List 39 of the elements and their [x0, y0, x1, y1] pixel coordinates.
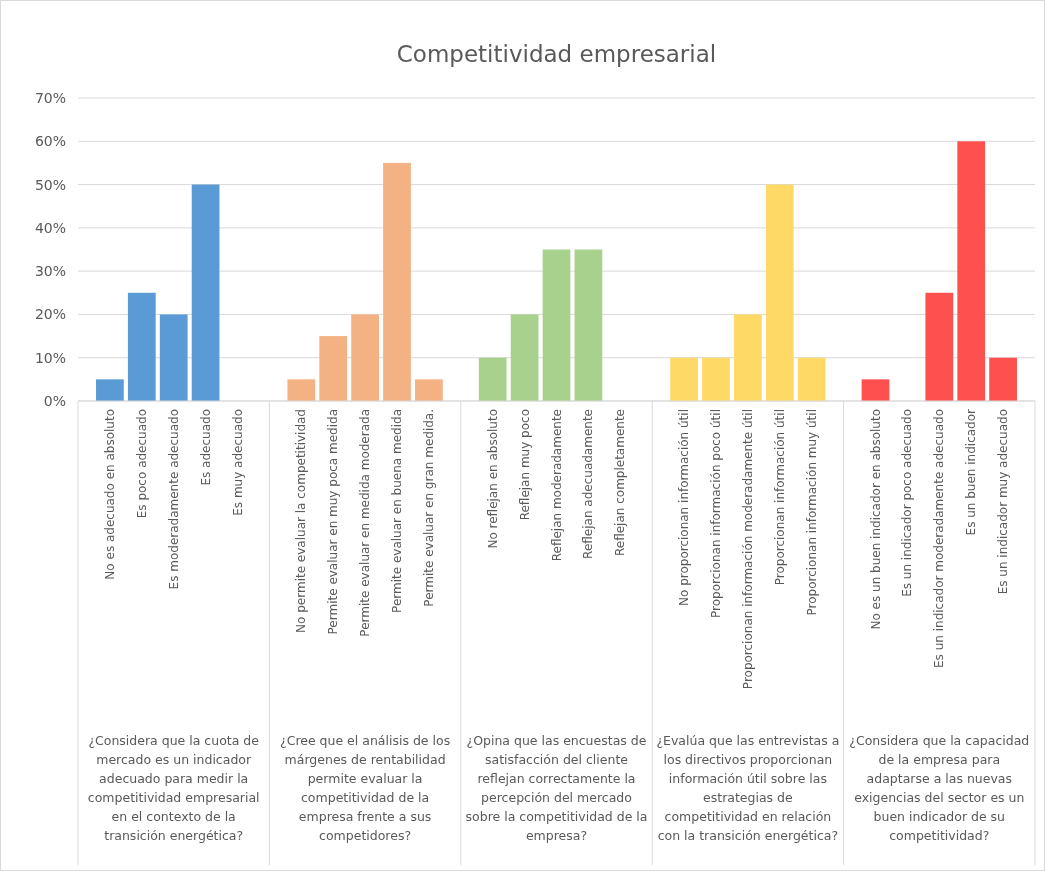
text: ¿Cree que el análisis de los márgenes de rentabilidad permite evaluar la competitividad de la empresa frente a sus competidores? — [280, 733, 451, 843]
text: ¿Evalúa que las entrevistas a los directivos proporcionan información útil sobre las estrategias de competitividad en relación con la transición energética? — [656, 733, 840, 843]
x-tick-label: Permite evaluar en medida moderada — [358, 409, 373, 637]
y-tick-label: 60% — [34, 133, 66, 150]
y-tick-label: 10% — [34, 349, 66, 366]
x-tick-label: No permite evaluar la competitividad — [294, 409, 309, 633]
y-tick-label: 20% — [34, 306, 66, 323]
x-tick-label: No reflejan en absoluto — [485, 409, 500, 549]
x-tick-label: Reflejan moderadamente — [549, 409, 564, 562]
x-tick-label: Permite evaluar en muy poca medida — [326, 409, 341, 635]
x-tick-label: Reflejan adecuadamente — [581, 409, 596, 559]
x-tick-label: Permite evaluar en buena medida — [390, 409, 404, 613]
x-tick-label: Reflejan muy poco — [517, 409, 532, 521]
text: ¿Considera que la cuota de mercado es un indicador adecuado para medir la competitividad empresarial en el contexto de la transición energética? — [87, 733, 260, 843]
x-tick-label: Proporcionan información muy útil — [804, 409, 819, 616]
x-tick-label: No es un buen indicador en absoluto — [868, 409, 883, 630]
x-tick-label: Proporcionan información moderadamente útil — [740, 409, 755, 690]
x-tick-label: No proporcionan información útil — [677, 409, 692, 606]
x-tick-label: Permite evaluar en gran medida. — [421, 409, 436, 607]
x-tick-label: Reflejan completamente — [613, 409, 628, 557]
y-tick-label: 40% — [34, 219, 66, 236]
y-tick-label: 50% — [34, 176, 66, 193]
x-tick-label: Proporcionan información poco útil — [709, 409, 723, 618]
x-tick-label: Es moderadamente adecuado — [166, 409, 181, 590]
x-tick-label: Proporcionan información útil — [772, 409, 787, 586]
x-tick-label: Es adecuado — [198, 409, 213, 486]
y-tick-label: 0% — [43, 392, 66, 409]
chart-title: Competitividad empresarial — [396, 41, 717, 67]
x-tick-label: No es adecuado en absoluto — [102, 409, 117, 580]
y-tick-label: 70% — [34, 89, 66, 106]
text: ¿Opina que las encuestas de satisfacción del cliente reflejan correctamente la percepción del mercado sobre la competitividad de la empresa? — [465, 733, 648, 843]
x-tick-label: Es un indicador moderadamente adecuado — [932, 409, 947, 668]
x-tick-label: Es un indicador muy adecuado — [996, 409, 1011, 595]
x-tick-label: Es un buen indicador — [964, 408, 979, 536]
text: ¿Considera que la capacidad de la empresa para adaptarse a las nuevas exigencias del sector es un buen indicador de su competitividad? — [849, 733, 1030, 843]
x-tick-label: Es poco adecuado — [134, 409, 149, 519]
x-tick-label: Es un indicador poco adecuado — [900, 409, 915, 597]
x-tick-label: Es muy adecuado — [230, 409, 245, 516]
y-tick-label: 30% — [34, 263, 66, 280]
